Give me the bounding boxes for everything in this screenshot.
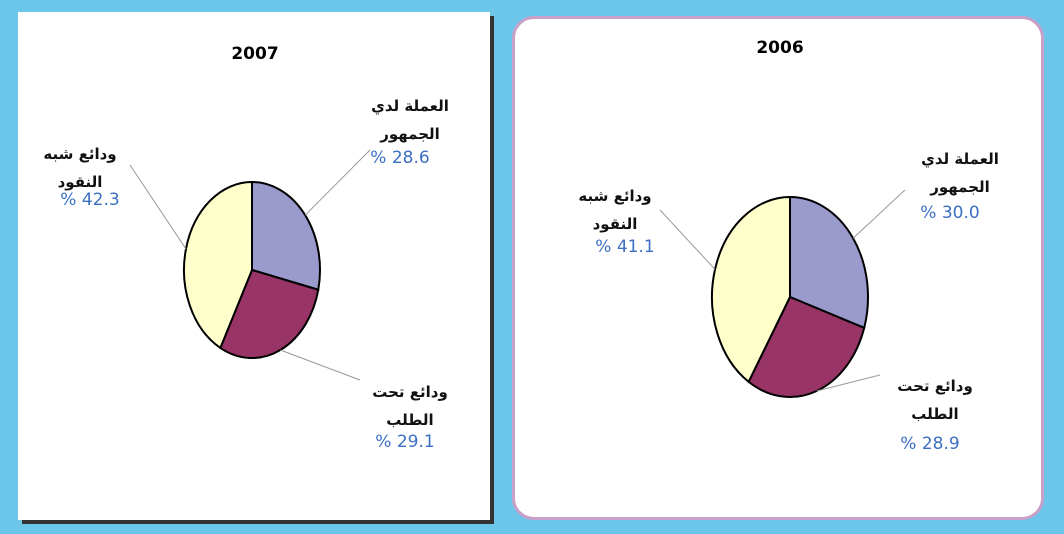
value-label: % 30.0 (920, 203, 980, 223)
leader-line (816, 374, 881, 392)
value-label: % 41.1 (595, 237, 655, 257)
slice-label: العملة لدي الجمهور (921, 150, 999, 196)
value-label: % 29.1 (375, 432, 435, 452)
pie-slice (251, 180, 321, 292)
slice-label: ودائع شبه النقود (43, 145, 117, 191)
pie-slice (789, 195, 869, 330)
value-label: % 28.6 (370, 148, 430, 168)
leader-line (852, 189, 906, 239)
slice-label: العملة لدي الجمهور (371, 97, 449, 143)
chart-title: 2006 (756, 38, 804, 58)
leader-line (659, 209, 716, 270)
pie-slice (183, 180, 253, 350)
pie-slice (747, 295, 866, 398)
slice-label: ودائع تحت الطلب (897, 377, 973, 423)
slice-label: ودائع شبه النقود (578, 187, 652, 233)
value-label: % 28.9 (900, 434, 960, 454)
pie-slice (711, 195, 791, 384)
leader-line (280, 349, 361, 381)
chart-title: 2007 (231, 44, 279, 64)
value-label: % 42.3 (60, 190, 120, 210)
leader-line (129, 164, 187, 250)
pie-slice (219, 268, 320, 359)
leader-line (304, 149, 371, 216)
slice-label: ودائع تحت الطلب (372, 383, 448, 429)
